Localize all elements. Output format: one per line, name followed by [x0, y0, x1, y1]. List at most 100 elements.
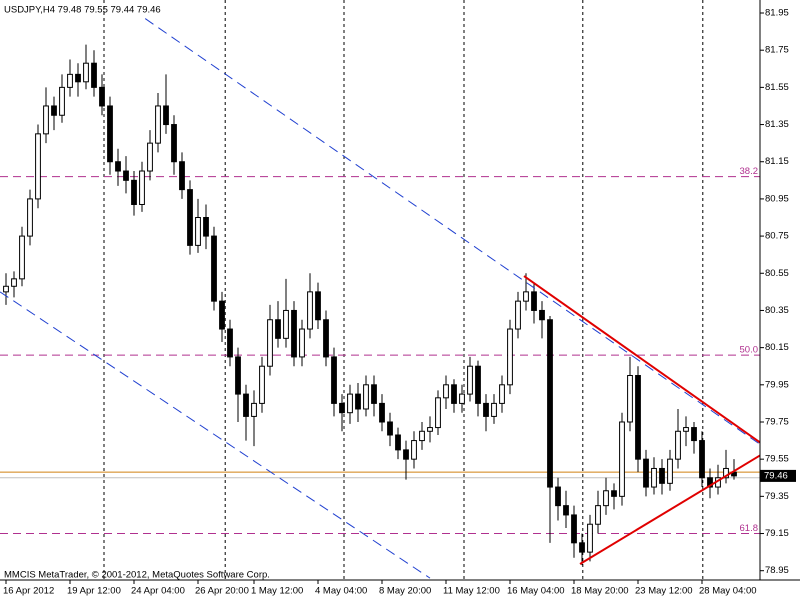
x-tick-label: 8 May 20:00	[379, 586, 431, 597]
candle-body	[67, 73, 73, 88]
candle-body	[51, 105, 57, 116]
candle-body	[339, 402, 345, 414]
fib-level-label: 50.0	[740, 345, 759, 356]
candle-body	[275, 319, 281, 339]
y-tick-label: 80.35	[765, 305, 789, 316]
x-tick-label: 28 May 04:00	[699, 586, 757, 597]
candle-body	[523, 291, 529, 302]
y-tick-label: 81.15	[765, 156, 789, 167]
candle-body	[139, 170, 145, 205]
candle-body	[451, 384, 457, 404]
candle-body	[259, 365, 265, 404]
candle-body	[83, 62, 89, 83]
y-tick-label: 79.95	[765, 379, 789, 390]
y-tick-label: 81.35	[765, 119, 789, 130]
candle-body	[395, 434, 401, 451]
candle-body	[107, 105, 113, 163]
candle-body	[267, 319, 273, 367]
trendline	[144, 18, 761, 445]
candle-body	[539, 309, 545, 321]
candle-body	[611, 490, 617, 497]
x-tick-label: 18 May 20:00	[571, 586, 629, 597]
candle-body	[363, 384, 369, 410]
x-tick-label: 23 May 12:00	[635, 586, 693, 597]
candle-body	[595, 505, 601, 525]
candle-body	[19, 235, 25, 280]
candle-body	[299, 328, 305, 358]
candle-body	[659, 467, 665, 484]
y-tick-label: 80.95	[765, 193, 789, 204]
candle-body	[443, 384, 449, 399]
candle-body	[707, 477, 713, 488]
candle-body	[227, 328, 233, 358]
candle-body	[467, 365, 473, 395]
candle-body	[3, 285, 9, 293]
candle-body	[387, 421, 393, 436]
candle-body	[179, 161, 185, 191]
candle-body	[531, 291, 537, 311]
candle-body	[75, 73, 81, 83]
candle-body	[187, 189, 193, 246]
candle-body	[683, 427, 689, 432]
candle-body	[203, 217, 209, 237]
y-tick-label: 80.15	[765, 342, 789, 353]
candle-body	[515, 300, 521, 330]
candle-body	[491, 402, 497, 417]
candle-body	[587, 523, 593, 553]
candle-body	[603, 490, 609, 507]
candle-body	[251, 402, 257, 417]
candle-body	[499, 384, 505, 404]
grid: 38.2 50.0 61.8	[0, 0, 760, 580]
last-price-label: 79.46	[764, 470, 788, 481]
x-tick-label: 24 Apr 04:00	[131, 586, 185, 597]
candle-body	[219, 300, 225, 330]
candle-body	[243, 393, 249, 417]
trendline	[579, 454, 761, 565]
candle-body	[379, 402, 385, 423]
candle-body	[91, 62, 97, 88]
y-tick-label: 79.15	[765, 528, 789, 539]
candle-body	[195, 217, 201, 246]
candle-body	[675, 430, 681, 460]
y-tick-label: 78.95	[765, 565, 789, 576]
plot-area	[0, 18, 761, 579]
candle-body	[155, 105, 161, 144]
candle-body	[115, 161, 121, 172]
y-tick-label: 81.55	[765, 82, 789, 93]
candle-body	[563, 505, 569, 516]
x-tick-label: 26 Apr 20:00	[195, 586, 249, 597]
fib-level-label: 61.8	[740, 523, 759, 534]
trendline	[523, 275, 761, 444]
y-tick-label: 81.95	[765, 8, 789, 19]
y-tick-label: 80.75	[765, 231, 789, 242]
y-tick-label: 80.55	[765, 268, 789, 279]
candle-body	[99, 86, 105, 107]
candle-body	[291, 309, 297, 358]
trendline	[0, 291, 431, 579]
candle-body	[555, 486, 561, 507]
candle-body	[635, 375, 641, 460]
candle-body	[211, 235, 217, 302]
y-tick-label: 79.35	[765, 491, 789, 502]
candle-body	[483, 402, 489, 417]
candle-body	[699, 440, 705, 479]
candle-body	[651, 467, 657, 488]
candle-body	[347, 393, 353, 414]
candle-body	[131, 179, 137, 205]
candle-body	[507, 328, 513, 386]
candle-body	[315, 291, 321, 321]
candle-body	[147, 142, 153, 172]
candle-body	[419, 430, 425, 442]
x-tick-label: 11 May 12:00	[443, 586, 500, 597]
candle-body	[59, 86, 65, 116]
candle-body	[11, 278, 17, 287]
x-tick-label: 1 May 12:00	[251, 586, 303, 597]
footer: MMCIS MetaTrader, © 2001-2012, MetaQuote…	[4, 570, 270, 581]
candle-body	[123, 170, 129, 181]
candle-body	[355, 393, 361, 410]
candle-body	[619, 421, 625, 497]
y-tick-label: 81.75	[765, 45, 789, 56]
candle-body	[235, 356, 241, 395]
